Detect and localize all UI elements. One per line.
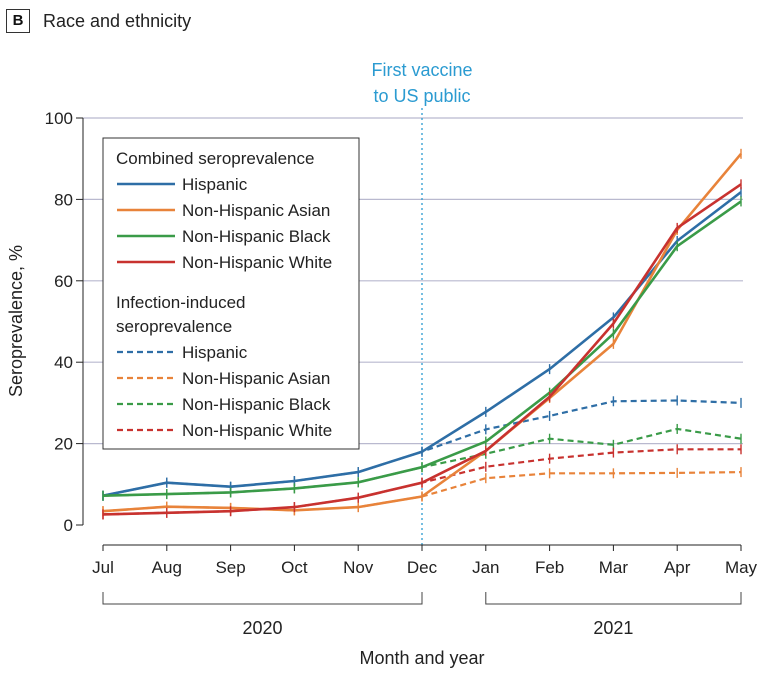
x-tick-label-Dec: Dec xyxy=(407,558,438,577)
legend-group-title-1: Infection-induced seroprevalence xyxy=(116,293,245,336)
panel-title: Race and ethnicity xyxy=(43,11,192,31)
x-tick-label-Aug: Aug xyxy=(152,558,182,577)
y-tick-label-80: 80 xyxy=(54,190,73,209)
year-bracket-2020 xyxy=(102,592,423,605)
x-tick-label-May: May xyxy=(725,558,758,577)
series-layer xyxy=(102,148,742,520)
x-tick-label-Oct: Oct xyxy=(281,558,308,577)
legend-label-non-hispanic-asian: Non-Hispanic Asian xyxy=(182,201,330,220)
y-tick-label-100: 100 xyxy=(45,109,73,128)
legend-label-non-hispanic-black: Non-Hispanic Black xyxy=(182,227,331,246)
legend-label-non-hispanic-white: Non-Hispanic White xyxy=(182,253,332,272)
vaccine-annotation: First vaccine to US public xyxy=(371,60,473,545)
legend: Combined seroprevalence Hispanic Non-Hispa… xyxy=(102,137,360,450)
panel-letter: B xyxy=(6,9,30,33)
x-tick-label-Mar: Mar xyxy=(599,558,629,577)
x-axis-label: Month and year xyxy=(359,648,484,668)
x-tick-label-Feb: Feb xyxy=(535,558,564,577)
legend-label-non-hispanic-asian: Non-Hispanic Asian xyxy=(182,369,330,388)
x-tick-label-Nov: Nov xyxy=(343,558,374,577)
legend-box xyxy=(102,137,360,450)
x-tick-label-Jul: Jul xyxy=(92,558,114,577)
legend-group-title-0: Combined seroprevalence xyxy=(116,149,314,168)
series-combined-non-hispanic-black xyxy=(102,196,742,501)
year-label-2021: 2021 xyxy=(593,618,633,638)
year-label-2020: 2020 xyxy=(242,618,282,638)
legend-label-hispanic: Hispanic xyxy=(182,343,248,362)
y-tick-label-40: 40 xyxy=(54,353,73,372)
x-tick-label-Jan: Jan xyxy=(472,558,499,577)
vaccine-label-line1: First vaccine xyxy=(371,60,472,80)
year-bracket-2021 xyxy=(485,592,742,605)
y-axis-label: Seroprevalence, % xyxy=(6,245,26,397)
x-tick-label-Apr: Apr xyxy=(664,558,691,577)
legend-label-non-hispanic-black: Non-Hispanic Black xyxy=(182,395,331,414)
legend-label-non-hispanic-white: Non-Hispanic White xyxy=(182,421,332,440)
axes: 0 20 40 60 80 100 Jul Aug Sep Oct Nov Dec Jan Feb Mar A… xyxy=(45,109,758,638)
vaccine-label-line2: to US public xyxy=(373,86,470,106)
legend-label-hispanic: Hispanic xyxy=(182,175,248,194)
y-tick-label-0: 0 xyxy=(64,516,73,535)
y-tick-label-60: 60 xyxy=(54,272,73,291)
x-tick-label-Sep: Sep xyxy=(215,558,245,577)
series-combined-non-hispanic-white xyxy=(102,179,742,520)
y-tick-label-20: 20 xyxy=(54,435,73,454)
